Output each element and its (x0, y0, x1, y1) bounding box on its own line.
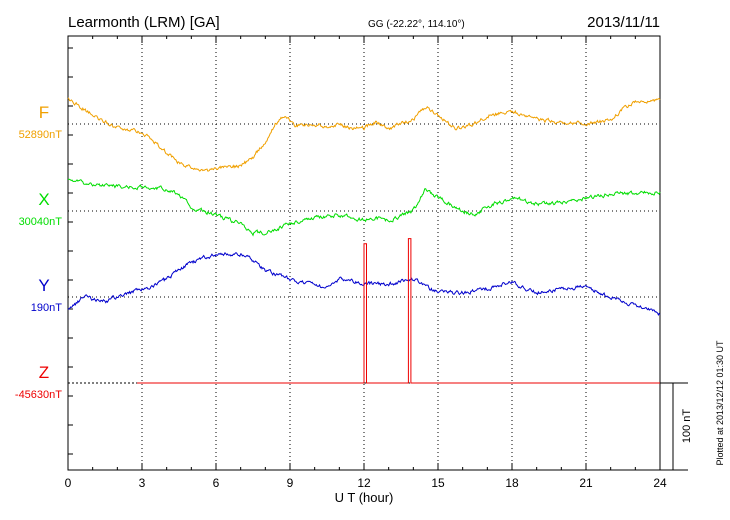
x-axis-title: U T (hour) (335, 490, 394, 505)
series-Z-baseline: -45630nT (15, 389, 62, 401)
date-label: 2013/11/11 (587, 14, 660, 31)
station-title: Learmonth (LRM) [GA] (68, 14, 220, 31)
series-Y-baseline: 190nT (31, 302, 62, 314)
series-F-line (67, 97, 661, 172)
series-labels: F 52890nT X 30040nT Y 190nT Z -45630nT (15, 103, 62, 401)
scale-bar-label: 100 nT (681, 409, 693, 444)
x-tick-label: 0 (65, 476, 72, 490)
x-tick-label: 3 (139, 476, 146, 490)
series-X-line (68, 178, 661, 237)
scale-bar: 100 nT (660, 382, 693, 471)
series-layer (67, 97, 661, 384)
x-tick-label: 9 (287, 476, 294, 490)
series-Y-label: Y (38, 276, 49, 295)
series-X-baseline: 30040nT (19, 216, 63, 228)
x-tick-label: 18 (505, 476, 519, 490)
series-F-baseline: 52890nT (19, 129, 63, 141)
series-Z-line (137, 238, 660, 384)
x-tick-label: 21 (579, 476, 593, 490)
series-X-label: X (38, 190, 49, 209)
x-tick-label: 24 (653, 476, 667, 490)
axis-ticks: 0 3 6 9 12 15 18 21 24 (65, 36, 667, 490)
x-tick-label: 15 (431, 476, 445, 490)
station-coords: GG (-22.22°, 114.10°) (368, 19, 465, 30)
plotted-note: Plotted at 2013/12/12 01:30 UT (715, 340, 725, 466)
x-tick-label: 12 (357, 476, 371, 490)
series-F-label: F (39, 103, 49, 122)
series-Z-label: Z (39, 363, 49, 382)
x-tick-label: 6 (213, 476, 220, 490)
